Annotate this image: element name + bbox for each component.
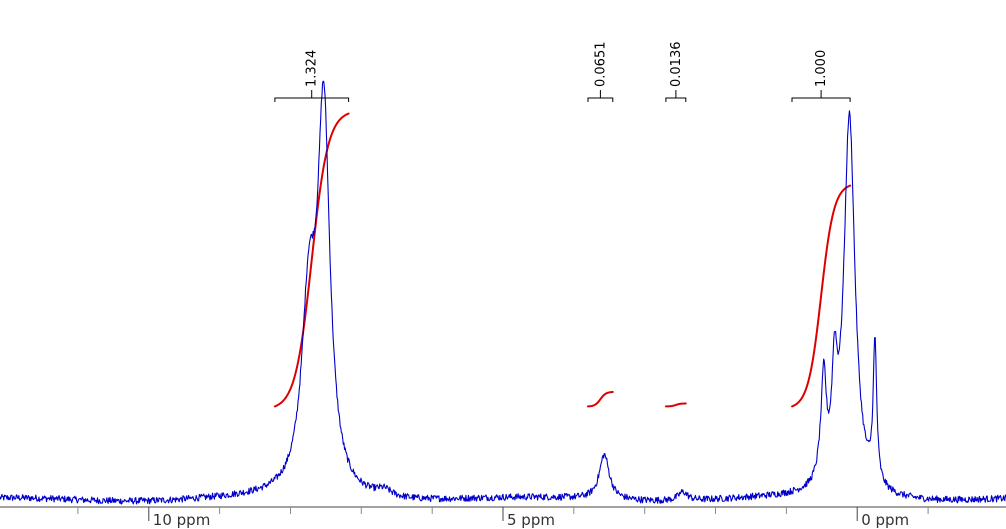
integral-label-1: 1.324 [305,50,320,87]
integral-curve-1 [273,112,350,408]
spectrum-layer [0,80,1006,505]
spectrum-line [0,80,1006,505]
integral-bracket-line [665,97,687,102]
integral-curves [273,112,852,408]
x-tick-label: 5 ppm [507,511,555,529]
integral-label-3: 0.0136 [669,42,684,88]
integral-bracket-4: 1.000 [791,50,851,102]
integral-curve-3 [664,402,687,408]
integral-label-2: 0.0651 [593,42,608,88]
integral-label-4: 1.000 [814,50,829,87]
integral-bracket-line [587,97,614,102]
integral-curve-2 [587,391,614,408]
integral-curve-4 [791,184,852,408]
integral-bracket-line [274,97,350,102]
x-axis: 10 ppm 5 ppm 0 ppm [0,506,1006,529]
integral-bracket-3: 0.0136 [665,42,687,102]
integral-bracket-1: 1.324 [274,50,350,102]
x-tick-label: 10 ppm [153,511,211,529]
integral-bracket-line [791,97,851,102]
x-tick-label: 0 ppm [861,511,909,529]
integral-brackets: 1.324 0.0651 0.0136 1.000 [274,42,851,102]
integral-bracket-2: 0.0651 [587,42,614,102]
